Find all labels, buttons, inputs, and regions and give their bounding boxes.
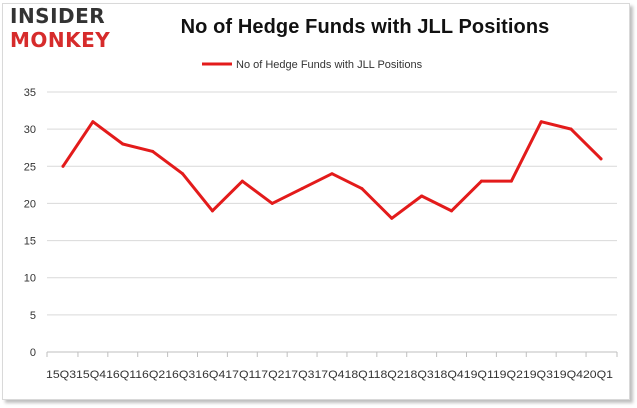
data-point: [420, 194, 424, 198]
data-point: [360, 187, 364, 191]
y-tick-label: 0: [30, 347, 36, 359]
legend: No of Hedge Funds with JLL Positions: [202, 59, 423, 71]
chart-border: [2, 3, 630, 400]
y-tick-label: 35: [24, 87, 36, 99]
data-point: [539, 120, 543, 124]
y-tick-label: 20: [24, 198, 36, 210]
data-point: [181, 172, 185, 176]
data-point: [479, 179, 483, 183]
data-point: [390, 216, 394, 220]
data-point: [121, 142, 125, 146]
data-point: [569, 127, 573, 131]
y-tick-label: 5: [30, 310, 36, 322]
data-point: [210, 209, 214, 213]
data-point: [151, 149, 155, 153]
logo-text-bottom: MONKEY: [10, 28, 111, 52]
y-tick-label: 30: [24, 124, 36, 136]
y-tick-label: 10: [24, 273, 36, 285]
legend-label: No of Hedge Funds with JLL Positions: [236, 59, 423, 71]
series-layer: [61, 120, 603, 220]
data-point: [91, 120, 95, 124]
axes: 0 5 10 15 20 25 30 35 15Q315Q416Q116Q216Q316Q417…: [24, 87, 618, 381]
data-point: [61, 164, 65, 168]
x-tick-labels: 15Q315Q416Q116Q216Q316Q417Q117Q217Q317Q4…: [46, 369, 613, 381]
logo: INSIDER MONKEY: [10, 4, 110, 54]
chart-title: No of Hedge Funds with JLL Positions: [180, 16, 550, 38]
logo-text-top: INSIDER: [10, 4, 106, 28]
data-point: [240, 179, 244, 183]
data-point: [599, 157, 603, 161]
data-point: [509, 179, 513, 183]
data-point: [450, 209, 454, 213]
grid-lines: [47, 91, 617, 353]
y-tick-label: 15: [24, 236, 36, 248]
data-point: [300, 187, 304, 191]
data-point: [330, 172, 334, 176]
data-point: [270, 201, 274, 205]
y-tick-label: 25: [24, 161, 36, 173]
